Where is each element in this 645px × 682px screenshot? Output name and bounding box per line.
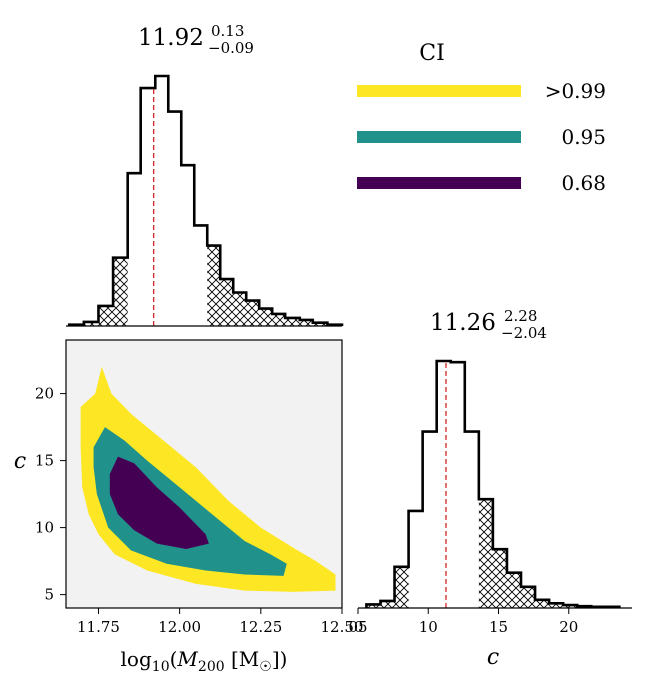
histogram-bar-c: [492, 549, 507, 608]
histogram-outline-c: [365, 359, 621, 609]
x-tick-label: 12.00: [158, 618, 201, 636]
c-x-label: c: [487, 645, 499, 670]
legend-swatch: [357, 131, 521, 143]
histogram-bar-mass: [312, 322, 328, 326]
histogram-bar-c: [394, 566, 409, 608]
histogram-bar-c: [437, 361, 451, 608]
legend-label: 0.68: [561, 171, 606, 195]
histogram-bar-mass: [194, 225, 207, 326]
panel-marginal-c: 05 10 15 20 c 11.26 2.28 −2.04: [348, 307, 632, 670]
histogram-bar-c: [520, 586, 536, 608]
histogram-bar-mass: [272, 313, 286, 326]
histogram-bar-mass: [181, 165, 194, 326]
histogram-bar-mass: [220, 279, 234, 326]
c-tick-label: 10: [419, 618, 438, 636]
legend-swatch: [357, 85, 521, 97]
x-tick-label: 12.25: [239, 618, 282, 636]
histogram-bar-c: [465, 432, 479, 608]
legend: CI >0.99 0.95 0.68: [357, 41, 606, 195]
panel-joint: 11.75 12.00 12.25 12.50 5 10 15 20 c log10(M200…: [14, 339, 364, 675]
c-tick-label: 20: [559, 618, 578, 636]
histogram-bar-mass: [83, 321, 99, 326]
histogram-bar-mass: [155, 76, 168, 326]
title-c-upper: 2.28: [504, 307, 537, 325]
contour-068: [109, 456, 209, 550]
histogram-bar-mass: [128, 173, 141, 326]
histogram-bar-mass: [285, 317, 300, 326]
x-tick-label: 11.75: [77, 618, 120, 636]
title-mass-value: 11.92: [138, 25, 204, 51]
c-tick-label: 05: [348, 618, 367, 636]
histogram-bar-mass: [98, 305, 114, 326]
histogram-bar-c: [423, 432, 437, 608]
histogram-bar-c: [563, 605, 578, 608]
histogram-bar-c: [478, 499, 493, 608]
y-tick-label: 15: [35, 452, 54, 470]
histogram-bar-mass: [168, 112, 181, 326]
legend-label: >0.99: [545, 79, 606, 103]
histogram-outline-mass: [67, 74, 344, 326]
panel-marginal-mass: 11.92 0.13 −0.09: [66, 22, 344, 327]
legend-swatch: [357, 177, 521, 189]
histogram-bar-mass: [246, 300, 260, 326]
joint-x-label: log10(M200 [M☉]): [121, 647, 288, 675]
histogram-bar-c: [535, 599, 550, 608]
joint-y-label: c: [14, 449, 26, 474]
histogram-bar-c: [409, 511, 423, 608]
histogram-bar-mass: [113, 257, 128, 326]
legend-title: CI: [419, 41, 445, 66]
histogram-bar-c: [549, 603, 564, 608]
y-tick-label: 20: [35, 385, 54, 403]
histogram-bar-c: [380, 600, 395, 608]
histogram-bar-mass: [233, 292, 247, 326]
histogram-bar-mass: [259, 308, 273, 326]
contour-095: [93, 427, 287, 576]
histogram-bar-c: [451, 362, 465, 608]
histogram-bar-c: [506, 572, 521, 608]
legend-label: 0.95: [561, 125, 606, 149]
title-c-value: 11.26: [430, 310, 496, 336]
title-c-lower: −2.04: [501, 324, 547, 342]
title-mass-upper: 0.13: [211, 22, 244, 40]
y-tick-label: 5: [44, 586, 54, 604]
histogram-bar-mass: [299, 319, 313, 326]
y-tick-label: 10: [35, 519, 54, 537]
title-mass-lower: −0.09: [208, 39, 254, 57]
c-tick-label: 15: [489, 618, 508, 636]
histogram-bar-mass: [207, 245, 221, 326]
x-tick-label: 12.50: [321, 618, 364, 636]
histogram-bar-c: [366, 604, 381, 608]
